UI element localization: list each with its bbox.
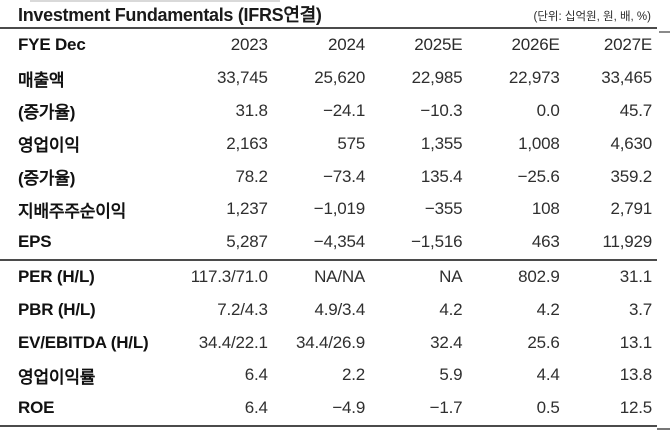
row-label: ROE (0, 391, 171, 427)
table-row: PER (H/L) 117.3/71.0 NA/NA NA 802.9 31.1 (0, 258, 657, 294)
table-title: Investment Fundamentals (IFRS연결) (18, 5, 322, 25)
cell-value: 802.9 (462, 258, 560, 294)
row-label: (증가율) (18, 103, 76, 123)
table-row: EV/EBITDA (H/L) 34.4/22.1 34.4/26.9 32.4 25.… (0, 326, 657, 359)
cell-value: 22,985 (411, 68, 463, 88)
cell-value: 4.9/3.4 (314, 299, 366, 319)
table-row: ROE 6.4 −4.9 −1.7 0.5 12.5 (0, 391, 657, 427)
row-label: EV/EBITDA (H/L) (18, 332, 149, 352)
header-year: 2023 (230, 35, 268, 55)
cell-value: 4.2 (439, 299, 463, 319)
cell-value: −4,354 (313, 232, 366, 252)
cell-value: 463 (531, 232, 560, 252)
cell-value: 22,973 (508, 68, 560, 88)
cell-value: 7.2/4.3 (217, 299, 268, 319)
cell-value: 33,465 (601, 68, 652, 88)
cell-value: 33,745 (217, 68, 268, 88)
row-label: EPS (18, 232, 52, 252)
cell-value: 4.2 (536, 299, 560, 319)
cell-value: 0.5 (462, 391, 560, 427)
cell-value: 4,630 (610, 133, 652, 153)
cell-value: 4.4 (536, 365, 560, 385)
cell-value: 13.1 (619, 332, 652, 352)
row-label: (증가율) (18, 169, 76, 189)
table-row: (증가율) 31.8 −24.1 −10.3 0.0 45.7 (0, 95, 657, 128)
cell-value: −1,019 (313, 199, 366, 219)
header-year: 2027E (603, 35, 652, 55)
table-row: PBR (H/L) 7.2/4.3 4.9/3.4 4.2 4.2 3.7 (0, 293, 657, 326)
cell-value: 0.0 (536, 100, 560, 120)
cell-value: 6.4 (170, 391, 268, 427)
cell-value: 11,929 (602, 232, 652, 252)
cell-value: 2,163 (226, 133, 268, 153)
cell-value: 78.2 (235, 166, 268, 186)
cell-value: 25.6 (527, 332, 560, 352)
row-label: 매출액 (18, 70, 65, 90)
cell-value: −24.1 (323, 100, 366, 120)
cell-value: 1,237 (226, 199, 268, 219)
row-label: 지배주주순이익 (18, 201, 127, 221)
table-header-row: FYE Dec 2023 2024 2025E 2026E 2027E (0, 29, 657, 62)
cell-value: 12.5 (559, 391, 657, 427)
cell-value: 3.7 (628, 299, 652, 319)
cell-value: 1,008 (518, 133, 560, 153)
header-year: 2025E (414, 35, 463, 55)
cell-value: 359.2 (610, 166, 652, 186)
scan-edge-artifact (657, 428, 670, 430)
cell-value: 34.4/26.9 (295, 332, 366, 352)
unit-note: (단위: 십억원, 원, 배, %) (533, 11, 651, 23)
cell-value: −4.9 (267, 391, 365, 427)
cell-value: −25.6 (517, 166, 560, 186)
cell-value: 2,791 (610, 199, 652, 219)
row-label: PER (H/L) (0, 258, 171, 294)
cell-value: 34.4/22.1 (198, 332, 268, 352)
cell-value: 32.4 (430, 332, 463, 352)
table-row: EPS 5,287 −4,354 −1,516 463 11,929 (0, 226, 657, 260)
row-label: PBR (H/L) (18, 299, 96, 319)
cell-value: 13.8 (619, 365, 652, 385)
cell-value: 575 (337, 133, 366, 153)
cell-value: 6.4 (244, 365, 268, 385)
cell-value: 5.9 (439, 365, 463, 385)
fundamentals-table: FYE Dec 2023 2024 2025E 2026E 2027E 매출액 33,745… (0, 29, 657, 427)
header-year: 2026E (511, 35, 560, 55)
scan-edge-artifact (659, 31, 670, 33)
cell-value: NA/NA (267, 258, 365, 294)
cell-value: 108 (531, 199, 560, 219)
table-row: 영업이익 2,163 575 1,355 1,008 4,630 (0, 127, 657, 160)
row-label: 영업이익 (18, 136, 80, 156)
table-title-bar: Investment Fundamentals (IFRS연결) (단위: 십억… (0, 0, 657, 29)
cell-value: −1.7 (365, 391, 463, 427)
cell-value: 2.2 (342, 365, 366, 385)
cell-value: 31.8 (235, 100, 268, 120)
scan-edge-artifact (30, 0, 280, 2)
cell-value: 135.4 (420, 166, 463, 186)
row-label: 영업이익률 (18, 367, 96, 387)
table-row: (증가율) 78.2 −73.4 135.4 −25.6 359.2 (0, 160, 657, 193)
cell-value: 25,620 (314, 68, 366, 88)
cell-value: NA (365, 258, 463, 294)
cell-value: 117.3/71.0 (170, 258, 268, 294)
cell-value: −1,516 (411, 232, 463, 252)
header-year: 2024 (328, 35, 366, 55)
table-row: 지배주주순이익 1,237 −1,019 −355 108 2,791 (0, 193, 657, 226)
table-row: 영업이익률 6.4 2.2 5.9 4.4 13.8 (0, 359, 657, 392)
header-label: FYE Dec (18, 35, 86, 55)
cell-value: 5,287 (226, 232, 268, 252)
cell-value: 1,355 (420, 133, 463, 153)
cell-value: −73.4 (323, 166, 366, 186)
cell-value: −355 (424, 199, 463, 219)
cell-value: 31.1 (559, 258, 657, 294)
cell-value: 45.7 (619, 100, 652, 120)
table-row: 매출액 33,745 25,620 22,985 22,973 33,465 (0, 62, 657, 95)
cell-value: −10.3 (420, 100, 463, 120)
